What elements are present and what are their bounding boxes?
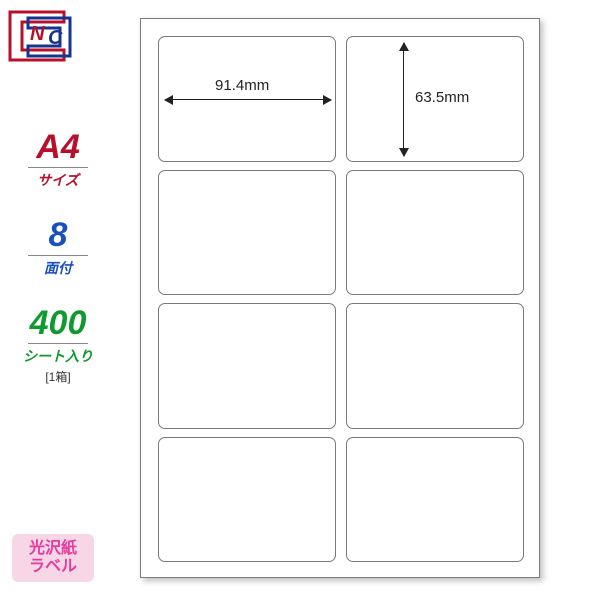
badge-line1: 光沢紙 <box>29 540 77 558</box>
logo-letter-c: C <box>48 27 63 49</box>
label-sheet: 91.4mm 63.5mm <box>140 18 540 578</box>
height-dimension: 63.5mm <box>415 89 469 106</box>
width-arrow <box>165 99 331 100</box>
label-cell <box>346 303 524 429</box>
divider <box>28 167 88 168</box>
paper-type-badge: 光沢紙 ラベル <box>12 534 94 582</box>
height-arrow <box>403 43 404 156</box>
spec-faces-value: 8 <box>8 218 108 252</box>
spec-size: A4 サイズ <box>8 130 108 190</box>
spec-sidebar: A4 サイズ 8 面付 400 シート入り [1箱] <box>8 130 108 413</box>
spec-sheets-label: シート入り <box>8 346 108 366</box>
label-cell <box>158 437 336 563</box>
spec-size-value: A4 <box>8 130 108 164</box>
logo-letter-n: N <box>30 23 45 45</box>
label-cell <box>158 170 336 296</box>
brand-logo: N C <box>8 10 72 62</box>
spec-sheets-sub: [1箱] <box>8 368 108 385</box>
spec-sheets-value: 400 <box>8 306 108 340</box>
labels-grid: 91.4mm 63.5mm <box>158 36 524 562</box>
label-cell <box>346 170 524 296</box>
label-cell <box>346 437 524 563</box>
badge-line2: ラベル <box>29 558 77 576</box>
divider <box>28 343 88 344</box>
width-dimension: 91.4mm <box>215 77 269 94</box>
divider <box>28 255 88 256</box>
label-cell <box>158 303 336 429</box>
spec-sheets: 400 シート入り [1箱] <box>8 306 108 385</box>
label-cell: 63.5mm <box>346 36 524 162</box>
spec-faces: 8 面付 <box>8 218 108 278</box>
label-cell: 91.4mm <box>158 36 336 162</box>
spec-size-label: サイズ <box>8 170 108 190</box>
spec-faces-label: 面付 <box>8 258 108 278</box>
